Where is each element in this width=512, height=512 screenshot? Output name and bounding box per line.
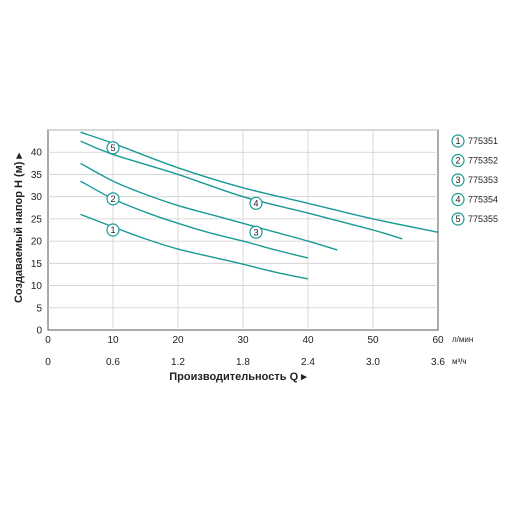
- legend-entry-label: 775354: [468, 195, 498, 205]
- curve-marker-circle: [106, 223, 120, 237]
- y-tick-label: 25: [31, 214, 43, 225]
- x-tick-label-m3h: 1.8: [236, 357, 250, 368]
- legend-marker-circle: [451, 134, 465, 148]
- curve-marker-number: 5: [110, 143, 115, 153]
- legend-entry-label: 775355: [468, 214, 498, 224]
- y-tick-label: 15: [31, 259, 43, 270]
- curve-marker-circle: [106, 192, 120, 206]
- curve-marker-number: 2: [110, 194, 115, 204]
- x-tick-label-lpm: 30: [237, 335, 249, 346]
- curve-marker-circle: [106, 141, 120, 155]
- x-tick-label-lpm: 50: [367, 335, 379, 346]
- y-tick-label: 10: [31, 281, 43, 292]
- y-tick-label: 0: [36, 326, 42, 337]
- y-tick-label: 20: [31, 237, 43, 248]
- y-tick-label: 40: [31, 148, 43, 159]
- legend-marker-circle: [451, 212, 465, 226]
- legend-entry-label: 775351: [468, 136, 498, 146]
- x-tick-labels-m3h: 0 0.6 1.2 1.8 2.4 3.0 3.6: [45, 357, 445, 368]
- x-tick-labels-lpm: 0 10 20 30 40 50 60: [45, 335, 444, 346]
- curve-marker-circle: [249, 196, 263, 210]
- grid: [48, 129, 438, 330]
- y-tick-label: 30: [31, 192, 43, 203]
- curve-marker-circle: [249, 225, 263, 239]
- legend: 1 775351 2 775352 3 775353 4 775354 5 775355: [451, 134, 498, 226]
- legend-marker-number: 1: [455, 136, 460, 146]
- curve-marker-number: 4: [253, 199, 258, 209]
- legend-marker-number: 2: [455, 156, 460, 166]
- y-tick-label: 35: [31, 170, 43, 181]
- curve-marker-number: 1: [110, 225, 115, 235]
- x-tick-label-lpm: 0: [45, 335, 51, 346]
- curve-marker-number: 3: [253, 227, 258, 237]
- x-tick-label-m3h: 2.4: [301, 357, 315, 368]
- x-tick-label-lpm: 10: [107, 335, 119, 346]
- x-tick-label-lpm: 60: [432, 335, 444, 346]
- legend-marker-circle: [451, 173, 465, 187]
- x-tick-label-m3h: 0: [45, 357, 51, 368]
- legend-entry-label: 775352: [468, 156, 498, 166]
- series-line-775354: [80, 140, 403, 240]
- x-unit-m3h: м³/ч: [452, 357, 467, 366]
- x-tick-label-m3h: 3.0: [366, 357, 380, 368]
- legend-marker-circle: [451, 153, 465, 168]
- x-tick-label-m3h: 0.6: [106, 357, 120, 368]
- curve-markers: 1 2 3 4 5: [106, 141, 263, 239]
- legend-entry-label: 775353: [468, 175, 498, 185]
- x-unit-lpm: л/мин: [452, 335, 473, 344]
- x-tick-label-lpm: 40: [302, 335, 314, 346]
- x-tick-label-m3h: 1.2: [171, 357, 185, 368]
- x-tick-label-lpm: 20: [172, 335, 184, 346]
- x-tick-label-m3h: 3.6: [431, 357, 445, 368]
- y-tick-labels: 0 5 10 15 20 25 30 35 40: [31, 148, 43, 337]
- y-axis-label: Создаваемый напор H (м) ▸: [13, 152, 25, 303]
- y-tick-label: 5: [36, 303, 42, 314]
- legend-marker-number: 3: [455, 175, 460, 185]
- series-line-775353: [80, 162, 338, 251]
- legend-marker-number: 4: [455, 195, 460, 205]
- legend-marker-circle: [451, 192, 465, 207]
- x-axis-label: Производительность Q ▸: [169, 371, 307, 383]
- legend-marker-number: 5: [455, 214, 460, 224]
